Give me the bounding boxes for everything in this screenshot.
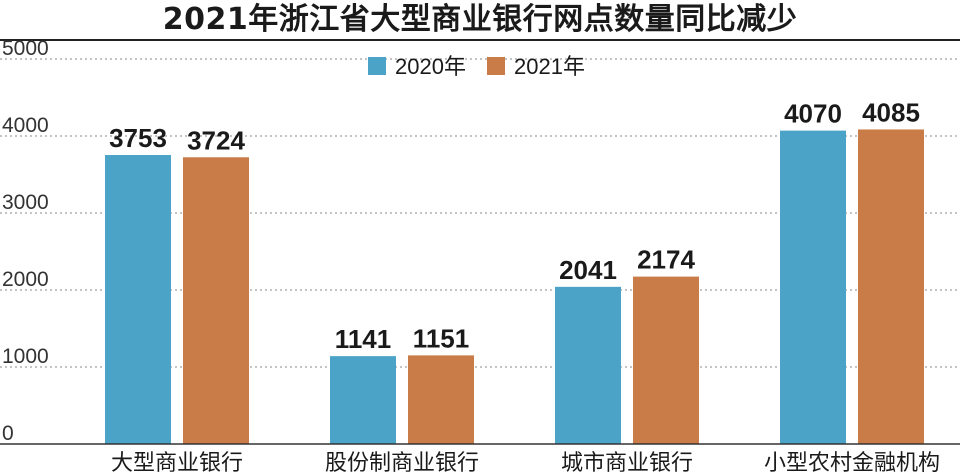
data-label: 4070 bbox=[784, 99, 842, 129]
bars bbox=[105, 129, 924, 445]
chart-title: 2021年浙江省大型商业银行网点数量同比减少 bbox=[162, 2, 798, 37]
bar bbox=[633, 276, 699, 444]
data-label: 3724 bbox=[187, 125, 245, 155]
bar bbox=[408, 355, 474, 444]
y-tick-label: 3000 bbox=[2, 191, 49, 214]
x-category-label: 城市商业银行 bbox=[561, 451, 693, 475]
bar bbox=[183, 157, 249, 444]
y-tick-label: 1000 bbox=[2, 345, 49, 368]
y-tick-label: 0 bbox=[2, 422, 14, 445]
y-tick-label: 2000 bbox=[2, 268, 49, 291]
data-label: 1141 bbox=[335, 324, 391, 354]
bar bbox=[780, 130, 846, 445]
data-labels: 3753 3724 1141 1151 2041 2174 4070 4085 bbox=[109, 97, 920, 354]
y-tick-label: 5000 bbox=[2, 37, 49, 60]
bar bbox=[105, 155, 171, 445]
legend-swatch bbox=[487, 57, 505, 75]
data-label: 4085 bbox=[862, 97, 920, 127]
legend-label: 2021年 bbox=[514, 54, 585, 79]
legend: 2020年 2021年 bbox=[368, 54, 585, 79]
x-category-label: 股份制商业银行 bbox=[325, 451, 479, 475]
y-axis-tick-labels: 0 1000 2000 3000 4000 5000 bbox=[2, 37, 49, 445]
data-label: 2174 bbox=[637, 245, 695, 275]
legend-label: 2020年 bbox=[395, 54, 466, 79]
legend-swatch bbox=[368, 57, 386, 75]
y-tick-label: 4000 bbox=[2, 114, 49, 137]
data-label: 2041 bbox=[559, 255, 617, 285]
bar bbox=[330, 356, 396, 444]
x-category-label: 小型农村金融机构 bbox=[764, 451, 940, 475]
x-axis-category-labels: 大型商业银行 股份制商业银行 城市商业银行 小型农村金融机构 bbox=[111, 451, 940, 475]
bar bbox=[858, 129, 924, 444]
data-label: 3753 bbox=[109, 123, 167, 153]
x-category-label: 大型商业银行 bbox=[111, 451, 243, 475]
data-label: 1151 bbox=[413, 323, 469, 353]
bar bbox=[555, 286, 621, 444]
